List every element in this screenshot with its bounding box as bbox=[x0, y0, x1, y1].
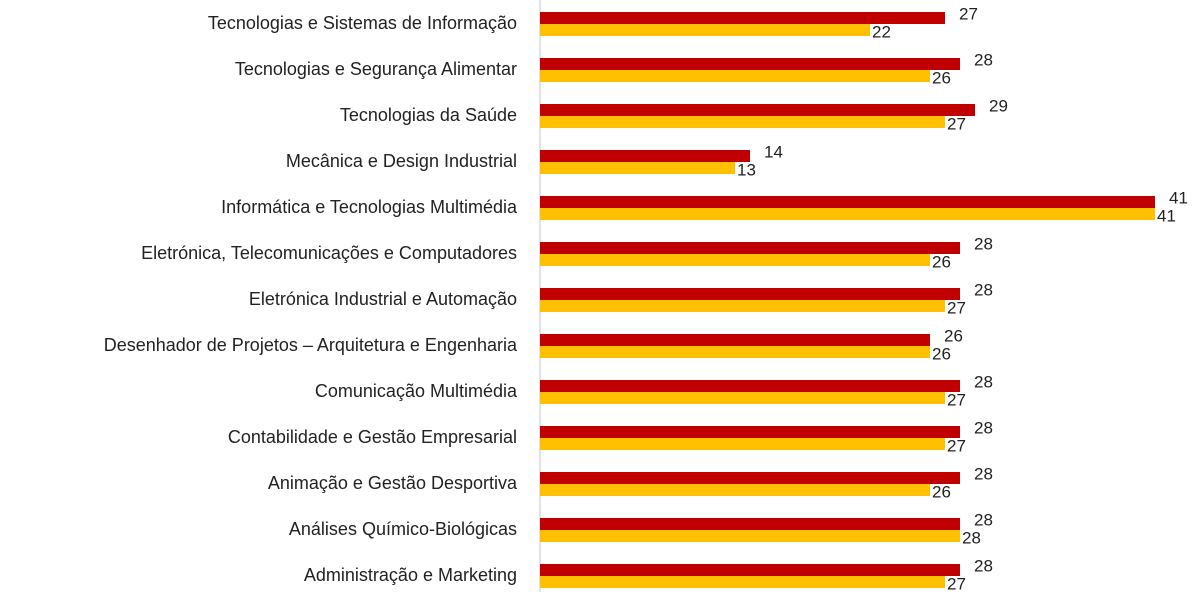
value-label: 28 bbox=[974, 234, 993, 253]
value-label: 26 bbox=[932, 482, 951, 501]
bar bbox=[540, 426, 960, 438]
bar bbox=[540, 196, 1155, 208]
bar bbox=[540, 530, 960, 542]
value-label: 27 bbox=[947, 574, 966, 592]
category-label: Eletrónica, Telecomunicações e Computado… bbox=[141, 243, 517, 263]
value-label: 27 bbox=[947, 390, 966, 409]
bar bbox=[540, 564, 960, 576]
value-label: 28 bbox=[974, 556, 993, 575]
bar bbox=[540, 518, 960, 530]
bar bbox=[540, 208, 1155, 220]
bar bbox=[540, 472, 960, 484]
category-label: Tecnologias e Segurança Alimentar bbox=[235, 59, 517, 79]
value-label: 13 bbox=[737, 160, 756, 179]
bar bbox=[540, 70, 930, 82]
bar bbox=[540, 254, 930, 266]
category-label: Contabilidade e Gestão Empresarial bbox=[228, 427, 517, 447]
bar bbox=[540, 576, 945, 588]
value-label: 28 bbox=[974, 418, 993, 437]
category-label: Eletrónica Industrial e Automação bbox=[249, 289, 517, 309]
value-label: 28 bbox=[974, 510, 993, 529]
bar bbox=[540, 150, 750, 162]
bar bbox=[540, 242, 960, 254]
value-label: 28 bbox=[974, 50, 993, 69]
value-label: 28 bbox=[962, 528, 981, 547]
value-label: 29 bbox=[989, 96, 1008, 115]
category-label: Tecnologias da Saúde bbox=[340, 105, 517, 125]
bar bbox=[540, 300, 945, 312]
value-label: 28 bbox=[974, 464, 993, 483]
category-label: Comunicação Multimédia bbox=[315, 381, 518, 401]
value-label: 27 bbox=[947, 298, 966, 317]
value-label: 26 bbox=[944, 326, 963, 345]
bar bbox=[540, 12, 945, 24]
bar bbox=[540, 438, 945, 450]
bar bbox=[540, 116, 945, 128]
category-label: Administração e Marketing bbox=[304, 565, 517, 585]
bar bbox=[540, 484, 930, 496]
value-label: 28 bbox=[974, 280, 993, 299]
value-label: 26 bbox=[932, 68, 951, 87]
value-label: 28 bbox=[974, 372, 993, 391]
bar bbox=[540, 162, 735, 174]
bar bbox=[540, 380, 960, 392]
bar bbox=[540, 392, 945, 404]
bar bbox=[540, 334, 930, 346]
value-label: 41 bbox=[1157, 206, 1176, 225]
category-label: Análises Químico-Biológicas bbox=[289, 519, 517, 539]
category-label: Informática e Tecnologias Multimédia bbox=[221, 197, 518, 217]
bar bbox=[540, 346, 930, 358]
value-label: 26 bbox=[932, 252, 951, 271]
bar bbox=[540, 288, 960, 300]
value-label: 14 bbox=[764, 142, 783, 161]
category-label: Desenhador de Projetos – Arquitetura e E… bbox=[104, 335, 518, 355]
bar bbox=[540, 104, 975, 116]
value-label: 27 bbox=[947, 114, 966, 133]
value-label: 26 bbox=[932, 344, 951, 363]
bar bbox=[540, 24, 870, 36]
value-label: 27 bbox=[959, 4, 978, 23]
bar bbox=[540, 58, 960, 70]
category-label: Mecânica e Design Industrial bbox=[286, 151, 517, 171]
value-label: 41 bbox=[1169, 188, 1188, 207]
category-label: Animação e Gestão Desportiva bbox=[268, 473, 518, 493]
value-label: 27 bbox=[947, 436, 966, 455]
value-label: 22 bbox=[872, 22, 891, 41]
category-label: Tecnologias e Sistemas de Informação bbox=[208, 13, 517, 33]
